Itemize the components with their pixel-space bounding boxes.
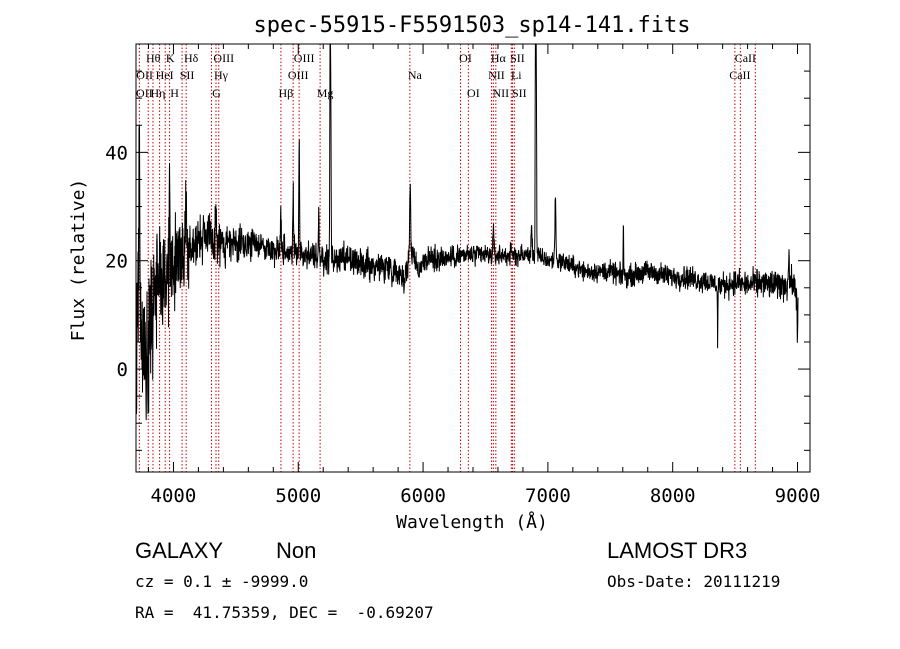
line-label: OII bbox=[136, 68, 153, 82]
line-label: Hβ bbox=[279, 86, 294, 100]
y-tick-label: 0 bbox=[117, 359, 128, 381]
line-label: NII bbox=[493, 86, 510, 100]
line-label: NII bbox=[488, 68, 505, 82]
object-class: GALAXY bbox=[135, 538, 224, 563]
line-label: Mg bbox=[317, 86, 334, 100]
x-tick-label: 5000 bbox=[275, 485, 321, 507]
line-label: K bbox=[166, 51, 175, 65]
line-label: HeI bbox=[156, 68, 174, 82]
line-label: Hη bbox=[150, 86, 165, 100]
line-label: OIII bbox=[288, 68, 309, 82]
line-label: G bbox=[212, 86, 221, 100]
line-label: Hα bbox=[491, 51, 507, 65]
axis-ticks: 4000 5000 6000 7000 8000 9000 0 20 40 bbox=[105, 44, 820, 507]
spectrum-line bbox=[135, 43, 799, 421]
y-tick-label: 40 bbox=[105, 142, 128, 164]
survey-name: LAMOST DR3 bbox=[607, 538, 748, 563]
line-label: OIII bbox=[294, 51, 315, 65]
line-label: CaII bbox=[735, 51, 756, 65]
line-label: OII bbox=[136, 86, 153, 100]
line-label: Hδ bbox=[184, 51, 199, 65]
x-tick-label: 9000 bbox=[775, 485, 821, 507]
line-label: CaII bbox=[729, 68, 750, 82]
line-label: OI bbox=[467, 86, 480, 100]
x-axis-label: Wavelength (Å) bbox=[396, 511, 548, 533]
x-tick-label: 6000 bbox=[400, 485, 446, 507]
line-label: H bbox=[170, 86, 179, 100]
line-label: Li bbox=[511, 68, 522, 82]
y-tick-label: 20 bbox=[105, 251, 128, 273]
line-label: Hθ bbox=[146, 51, 161, 65]
chart-title: spec-55915-F5591503_sp14-141.fits bbox=[253, 13, 690, 38]
x-tick-label: 4000 bbox=[151, 485, 197, 507]
x-tick-label: 8000 bbox=[650, 485, 696, 507]
object-subclass: Non bbox=[276, 538, 317, 563]
x-tick-label: 7000 bbox=[525, 485, 571, 507]
y-axis-label: Flux (relative) bbox=[68, 179, 89, 342]
redshift-readout: cz = 0.1 ± -9999.0 bbox=[135, 572, 309, 591]
line-label: SII bbox=[180, 68, 195, 82]
line-label: SII bbox=[510, 51, 525, 65]
line-label: Na bbox=[408, 68, 423, 82]
emission-line-labels: OII OII Hθ Hη HeI K H Hδ SII G Hγ OIII Hβ OIII OIII Mg N… bbox=[136, 51, 756, 100]
ra-dec-readout: RA = 41.75359, DEC = -0.69207 bbox=[135, 603, 434, 622]
line-label: SII bbox=[512, 86, 527, 100]
line-label: OI bbox=[459, 51, 472, 65]
observation-date: Obs-Date: 20111219 bbox=[607, 572, 781, 591]
line-label: OIII bbox=[213, 51, 234, 65]
line-label: Hγ bbox=[214, 68, 229, 82]
